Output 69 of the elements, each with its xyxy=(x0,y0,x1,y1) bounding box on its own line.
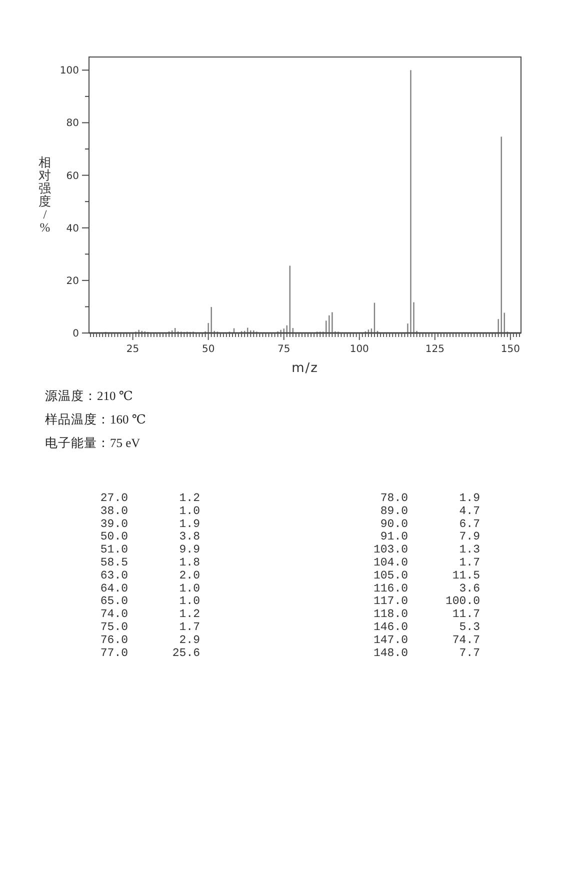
text: 146.0 xyxy=(373,621,408,634)
text: 电子能量：75 eV xyxy=(45,436,140,450)
text: 源温度：210 ℃ xyxy=(45,388,133,403)
text: 63.0 xyxy=(100,569,128,582)
text: 1.9 xyxy=(459,492,480,505)
text: 118.0 xyxy=(373,608,408,622)
y-tick-label: 80 xyxy=(66,118,79,130)
text: 1.0 xyxy=(179,582,200,596)
text: 64.0 xyxy=(100,582,128,596)
x-axis-title: m/z xyxy=(292,361,318,376)
text: 89.0 xyxy=(380,504,408,518)
text: 65.0 xyxy=(100,595,128,608)
text: 3.6 xyxy=(459,582,480,596)
text: 1.2 xyxy=(179,492,200,505)
text: 51.0 xyxy=(100,544,128,557)
text: 58.5 xyxy=(100,556,128,570)
text: 1.2 xyxy=(179,608,200,622)
text: 2.0 xyxy=(179,569,200,582)
text: 7.7 xyxy=(459,646,480,660)
x-tick-label: 50 xyxy=(202,344,215,355)
text: 2.9 xyxy=(179,634,200,647)
text: 4.7 xyxy=(459,504,480,518)
text: 117.0 xyxy=(373,595,408,608)
text: 1.9 xyxy=(179,518,200,531)
text: 11.7 xyxy=(452,608,480,622)
text: 9.9 xyxy=(179,544,200,557)
text: 1.7 xyxy=(459,556,480,570)
text: 105.0 xyxy=(373,569,408,582)
text: 1.8 xyxy=(179,556,200,570)
text: 147.0 xyxy=(373,634,408,647)
text: 90.0 xyxy=(380,518,408,531)
text: 27.0 xyxy=(100,492,128,505)
text: 116.0 xyxy=(373,582,408,596)
text: 1.0 xyxy=(179,504,200,518)
y-tick-label: 20 xyxy=(66,276,79,287)
text: 91.0 xyxy=(380,530,408,544)
text: 50.0 xyxy=(100,530,128,544)
y-axis-title: 相对强度/% xyxy=(38,156,52,234)
text: 100.0 xyxy=(445,595,480,608)
text: 5.3 xyxy=(459,621,480,634)
text: 样品温度：160 ℃ xyxy=(45,412,146,426)
y-tick-label: 0 xyxy=(72,328,79,340)
x-tick-label: 100 xyxy=(350,344,369,355)
text: 74.7 xyxy=(452,634,480,647)
text: 78.0 xyxy=(380,492,408,505)
x-tick-label: 150 xyxy=(500,344,520,355)
text: 103.0 xyxy=(373,544,408,557)
x-tick-label: 25 xyxy=(126,344,140,355)
x-tick-label: 125 xyxy=(425,344,444,355)
text: 6.7 xyxy=(459,518,480,531)
text: 11.5 xyxy=(452,569,480,582)
text: 1.3 xyxy=(459,544,480,557)
text: 104.0 xyxy=(373,556,408,570)
y-tick-label: 100 xyxy=(60,66,79,77)
x-tick-label: 75 xyxy=(277,344,290,355)
text: 7.9 xyxy=(459,530,480,544)
y-tick-label: 40 xyxy=(66,223,79,234)
text: 39.0 xyxy=(100,518,128,531)
text: 77.0 xyxy=(100,646,128,660)
text: 75.0 xyxy=(100,621,128,634)
text: 76.0 xyxy=(100,634,128,647)
text: 74.0 xyxy=(100,608,128,622)
text: 1.7 xyxy=(179,621,200,634)
text: 38.0 xyxy=(100,504,128,518)
y-tick-label: 60 xyxy=(66,170,79,182)
text: 148.0 xyxy=(373,646,408,660)
text: 25.6 xyxy=(172,646,200,660)
text: 3.8 xyxy=(179,530,200,544)
text: 1.0 xyxy=(179,595,200,608)
